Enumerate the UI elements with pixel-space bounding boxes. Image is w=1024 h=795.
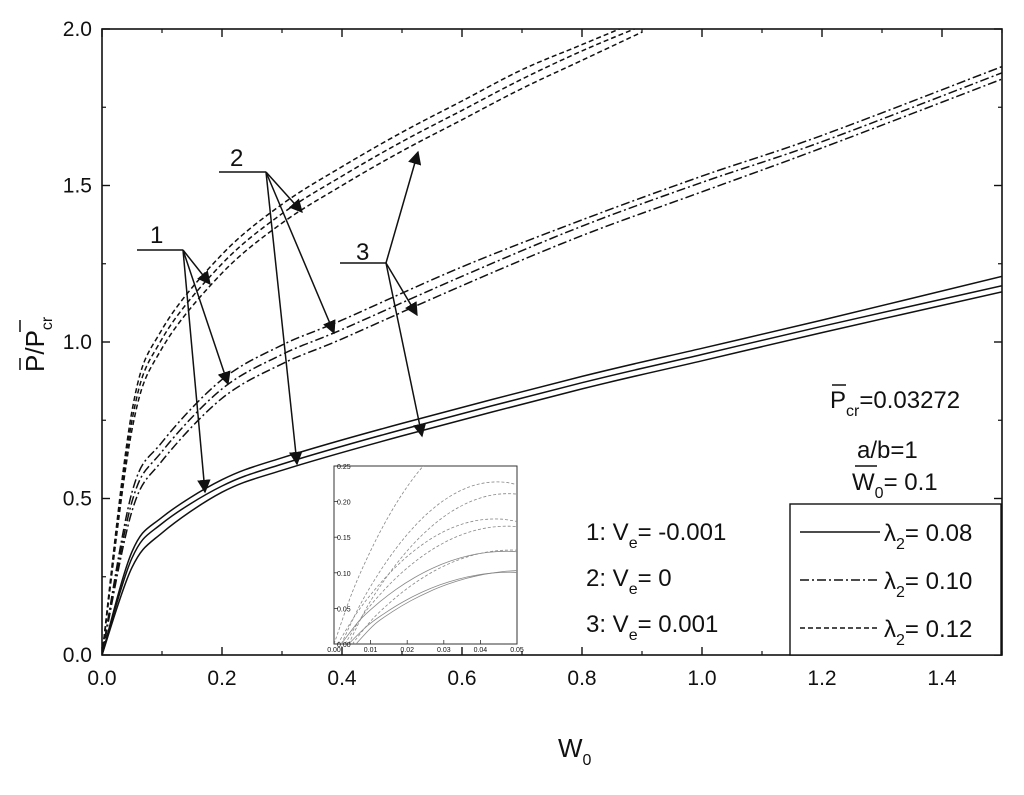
series-line-7 bbox=[102, 29, 637, 655]
inset-y-tick-label: 0.10 bbox=[337, 571, 351, 578]
inset-y-tick-label: 0.20 bbox=[337, 500, 351, 507]
x-tick-label: 0.8 bbox=[567, 667, 596, 690]
inset-y-tick-label: 0.25 bbox=[337, 464, 351, 471]
series-line-6 bbox=[102, 29, 622, 655]
series-line-0 bbox=[102, 275, 1002, 655]
inset-x-tick-label: 0.01 bbox=[364, 647, 378, 654]
inset-x-tick-label: 0.03 bbox=[437, 647, 451, 654]
y-tick-label: 0.0 bbox=[63, 644, 92, 667]
y-tick-label: 1.5 bbox=[63, 175, 92, 198]
x-tick-label: 0.0 bbox=[87, 667, 116, 690]
inset-series-line bbox=[340, 550, 517, 644]
inset-series-line bbox=[355, 570, 517, 644]
parameter-block: Pcr=0.03272 a/b=1 W0= 0.1 bbox=[830, 384, 960, 502]
inset-x-tick-label: 0.05 bbox=[510, 647, 524, 654]
x-tick-label: 1.0 bbox=[687, 667, 716, 690]
inset-chart: 0.00 0.01 0.02 0.03 0.04 0.05 0.00 0.05 0.10 0.15… bbox=[327, 464, 524, 654]
inset-frame bbox=[333, 465, 518, 645]
group-arrow-1 bbox=[182, 249, 211, 286]
y-tick-label: 1.0 bbox=[63, 331, 92, 354]
group-arrow-1 bbox=[182, 249, 211, 494]
inset-series-line bbox=[351, 549, 517, 644]
inset-x-tick-label: 0.04 bbox=[474, 647, 488, 654]
curves-layer bbox=[102, 29, 1002, 655]
inset-series-line bbox=[334, 466, 424, 644]
pcr-value: Pcr=0.03272 bbox=[830, 387, 960, 420]
group-arrow-2 bbox=[265, 171, 303, 466]
inset-x-tick-label: 0.02 bbox=[400, 647, 414, 654]
y-tick-label: 0.5 bbox=[63, 488, 92, 511]
y-tick-label: 2.0 bbox=[63, 18, 92, 41]
inset-y-tick-label: 0.05 bbox=[337, 606, 351, 613]
legend: λ2= 0.08 λ2= 0.10 λ2= 0.12 bbox=[789, 503, 1002, 656]
annotations-layer: 1 2 3 bbox=[137, 145, 427, 494]
inset-curves bbox=[334, 466, 517, 644]
x-tick-label: 1.2 bbox=[807, 667, 836, 690]
group-label-2: 2 bbox=[230, 145, 243, 172]
y-axis-label: P/Pcr bbox=[19, 316, 56, 372]
group-label-1: 1 bbox=[150, 222, 163, 249]
ve-notes: 1: Ve= -0.001 2: Ve= 0 3: Ve= 0.001 bbox=[586, 519, 726, 644]
inset-series-line bbox=[337, 518, 517, 644]
aspect-ratio: a/b=1 bbox=[857, 437, 918, 464]
inset-series-line bbox=[340, 481, 517, 644]
x-tick-label: 0.4 bbox=[327, 667, 357, 690]
series-line-3 bbox=[102, 65, 1002, 655]
legend-label-1: λ2= 0.10 bbox=[884, 568, 972, 601]
w0-value: W0= 0.1 bbox=[852, 469, 938, 502]
inset-y-tick-label: 0.15 bbox=[337, 535, 351, 542]
x-tick-label: 0.2 bbox=[207, 667, 236, 690]
group-arrow-3 bbox=[385, 262, 418, 317]
x-tick-label: 1.4 bbox=[927, 667, 957, 690]
legend-label-2: λ2= 0.12 bbox=[884, 616, 972, 649]
group-arrow-3 bbox=[385, 262, 427, 438]
inset-series-line bbox=[348, 571, 517, 644]
inset-y-tick-label: 0.00 bbox=[337, 642, 351, 649]
series-line-5 bbox=[102, 78, 1002, 655]
group-arrow-3 bbox=[385, 150, 422, 264]
ve-note-3: 3: Ve= 0.001 bbox=[586, 611, 718, 644]
group-arrow-2 bbox=[265, 171, 336, 335]
x-tick-label: 0.6 bbox=[447, 667, 476, 690]
legend-label-0: λ2= 0.08 bbox=[884, 520, 972, 553]
x-axis-label: W0 bbox=[558, 733, 592, 769]
inset-series-line bbox=[348, 493, 517, 644]
ve-note-2: 2: Ve= 0 bbox=[586, 565, 672, 598]
ve-note-1: 1: Ve= -0.001 bbox=[586, 519, 726, 552]
group-arrow-2 bbox=[265, 171, 303, 214]
y-axis-label-text: P/Pcr bbox=[20, 316, 56, 372]
group-label-3: 3 bbox=[356, 239, 369, 266]
inset-series-line bbox=[344, 525, 517, 644]
axis-ticks-layer: 0.0 0.2 0.4 0.6 0.8 1.0 1.2 1.4 0.0 0.5 1.0 1.5 2.0 bbox=[63, 18, 1003, 690]
series-line-2 bbox=[102, 291, 1002, 655]
series-line-1 bbox=[102, 284, 1002, 655]
inset-x-tick-label: 0.00 bbox=[327, 647, 341, 654]
group-arrow-1 bbox=[182, 249, 231, 386]
